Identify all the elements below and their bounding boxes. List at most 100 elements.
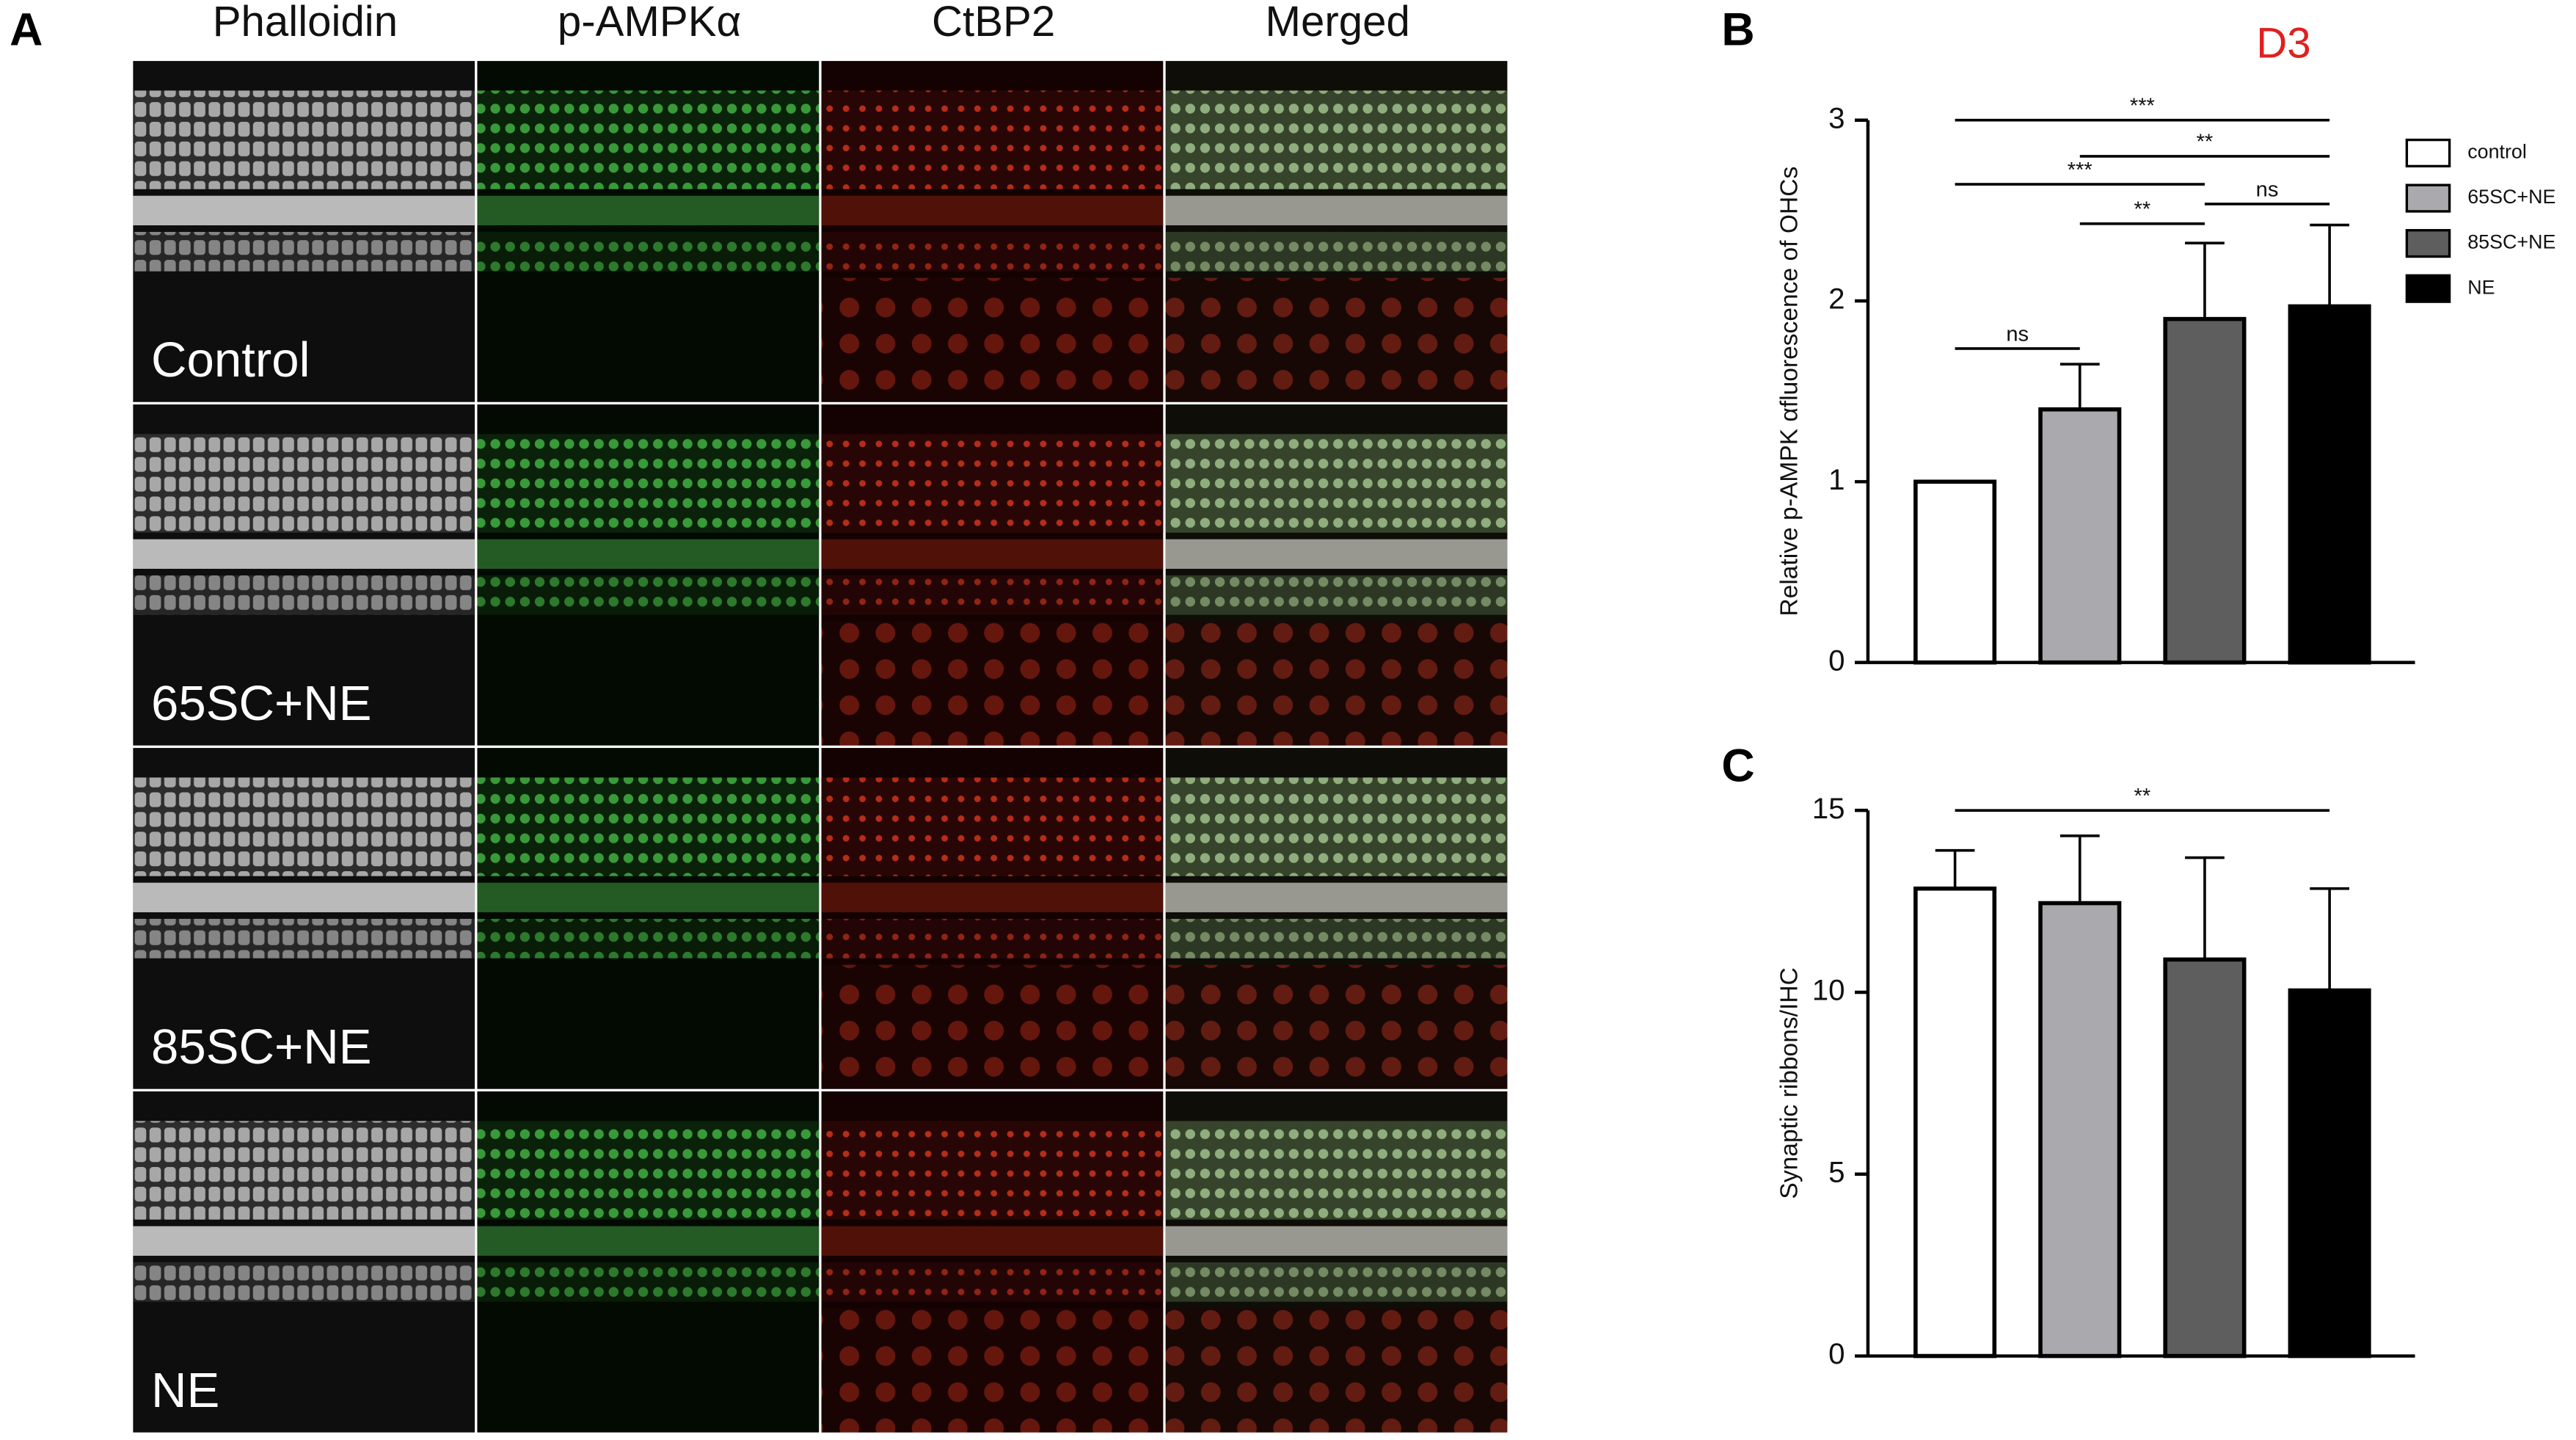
- panel-letter: B: [1721, 4, 1754, 56]
- micrograph: [821, 748, 1164, 1089]
- pillar-band: [821, 1226, 1164, 1256]
- significance-label: ns: [2006, 323, 2029, 346]
- hair-cell-rows: [1165, 90, 1508, 189]
- pillar-band: [133, 882, 475, 912]
- bar: [1913, 479, 1997, 665]
- nuclei: [1165, 277, 1508, 402]
- ihc-row: [477, 231, 820, 272]
- pillar-band: [477, 882, 820, 912]
- ihc-row: [133, 231, 475, 272]
- column-header: Merged: [1266, 0, 1410, 46]
- nuclei: [1165, 964, 1508, 1089]
- pillar-band: [133, 1226, 475, 1256]
- micrograph: [1165, 1091, 1508, 1433]
- hair-cell-rows: [477, 777, 820, 876]
- y-tick-label: 2: [1828, 283, 1845, 316]
- pillar-band: [1165, 195, 1508, 226]
- ihc-row: [821, 231, 1164, 272]
- micrograph: [133, 61, 475, 402]
- legend-label: NE: [2467, 276, 2495, 298]
- significance-label: **: [2134, 785, 2151, 808]
- pillar-band: [1165, 539, 1508, 569]
- ihc-row: [477, 918, 820, 959]
- column-header: CtBP2: [932, 0, 1055, 46]
- hair-cell-rows: [821, 434, 1164, 533]
- micrograph: [133, 748, 475, 1089]
- hair-cell-rows: [1165, 777, 1508, 876]
- pillar-band: [1165, 882, 1508, 912]
- bar: [2163, 316, 2247, 665]
- panel-a: A Phalloidin p-AMPKα CtBP2 Merged Control 65S…: [10, 0, 1508, 1433]
- pillar-band: [821, 882, 1164, 912]
- hair-cell-rows: [1165, 1121, 1508, 1220]
- micrograph: [133, 1091, 475, 1433]
- legend-label: 85SC+NE: [2467, 231, 2555, 253]
- legend-swatch: [2405, 229, 2451, 258]
- row-label: 85SC+NE: [151, 1019, 372, 1074]
- bar: [2163, 957, 2247, 1359]
- hair-cell-rows: [477, 90, 820, 189]
- column-header: p-AMPKα: [558, 0, 741, 46]
- ihc-row: [821, 1262, 1164, 1302]
- bar: [2288, 304, 2371, 665]
- bar: [2288, 988, 2371, 1359]
- hair-cell-rows: [133, 1121, 475, 1220]
- y-tick-label: 0: [1828, 644, 1845, 677]
- chart-title: D3: [2256, 19, 2310, 67]
- significance-label: ***: [2068, 159, 2092, 182]
- ihc-row: [477, 1262, 820, 1302]
- nuclei: [821, 621, 1164, 746]
- charts: B D3 Relative p-AMPK αfluorescence of OHCs…: [1721, 4, 2555, 1371]
- micrograph: [477, 1091, 820, 1433]
- y-axis-label: Relative p-AMPK αfluorescence of OHCs: [1776, 167, 1803, 617]
- nuclei: [821, 964, 1164, 1089]
- ihc-row: [821, 918, 1164, 959]
- micrograph: [821, 404, 1164, 746]
- ihc-row: [133, 918, 475, 959]
- pillar-band: [477, 1226, 820, 1256]
- nuclei: [821, 277, 1164, 402]
- legend-swatch: [2405, 138, 2451, 168]
- ihc-row: [133, 575, 475, 615]
- hair-cell-rows: [477, 1121, 820, 1220]
- ihc-row: [1165, 575, 1508, 615]
- micrograph: [1165, 748, 1508, 1089]
- legend-swatch: [2405, 183, 2451, 213]
- hair-cell-rows: [821, 777, 1164, 876]
- micrograph: [133, 404, 475, 746]
- micrograph: [477, 748, 820, 1089]
- pillar-band: [821, 539, 1164, 569]
- micrograph: [477, 404, 820, 746]
- legend-label: control: [2467, 141, 2527, 163]
- hair-cell-rows: [133, 777, 475, 876]
- hair-cell-rows: [477, 434, 820, 533]
- micrograph: [477, 61, 820, 402]
- y-tick-label: 0: [1828, 1337, 1845, 1370]
- hair-cell-rows: [821, 1121, 1164, 1220]
- y-tick-label: 3: [1828, 101, 1845, 134]
- hair-cell-rows: [133, 434, 475, 533]
- y-tick-label: 10: [1812, 974, 1845, 1007]
- ihc-row: [133, 1262, 475, 1302]
- micrograph: [821, 61, 1164, 402]
- pillar-band: [133, 195, 475, 226]
- micrograph: [1165, 404, 1508, 746]
- ihc-row: [1165, 918, 1508, 959]
- y-tick-label: 15: [1812, 792, 1845, 825]
- row-label: 65SC+NE: [151, 676, 372, 731]
- hair-cell-rows: [133, 90, 475, 189]
- bar: [2038, 407, 2122, 665]
- pillar-band: [477, 195, 820, 226]
- hair-cell-rows: [1165, 434, 1508, 533]
- ihc-row: [477, 575, 820, 615]
- pillar-band: [1165, 1226, 1508, 1256]
- ihc-row: [1165, 231, 1508, 272]
- significance-label: **: [2134, 198, 2151, 222]
- micrograph: [821, 1091, 1164, 1433]
- panel-letter: C: [1721, 741, 1754, 792]
- pillar-band: [133, 539, 475, 569]
- significance-label: **: [2197, 131, 2214, 154]
- nuclei: [1165, 621, 1508, 746]
